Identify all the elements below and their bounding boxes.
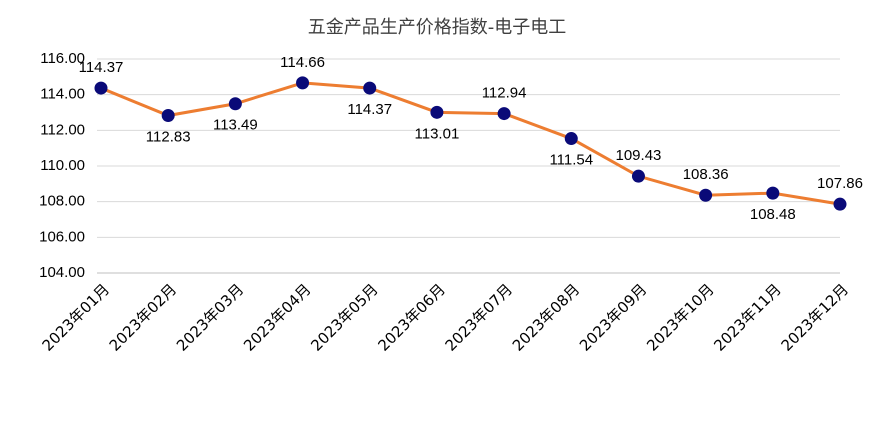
y-tick-label: 106.00 [39,228,85,245]
x-tick-label: 2023年04月 [240,280,314,354]
marker [430,105,444,119]
x-tick-label: 2023年03月 [173,280,247,354]
marker [766,186,780,200]
value-label: 109.43 [616,147,662,164]
x-tick-label: 2023年02月 [106,280,180,354]
value-label: 108.36 [683,166,729,183]
x-tick-label: 2023年06月 [374,280,448,354]
marker [631,169,645,183]
marker [228,97,242,111]
value-label: 108.48 [750,206,796,223]
x-tick-label: 2023年08月 [509,280,583,354]
value-label: 113.01 [415,125,460,142]
x-tick-label: 2023年01月 [39,280,113,354]
y-tick-label: 116.00 [40,50,85,67]
value-label: 114.37 [79,59,124,76]
y-tick-label: 112.00 [40,121,85,138]
x-tick-label: 2023年09月 [576,280,650,354]
value-label: 113.49 [213,117,258,134]
y-tick-label: 104.00 [39,264,85,281]
x-tick-label: 2023年11月 [710,280,784,354]
value-label: 114.66 [280,54,325,71]
x-tick-label: 2023年10月 [643,280,717,354]
marker [363,81,377,95]
marker [699,188,713,202]
x-tick-label: 2023年12月 [778,280,852,354]
marker [833,197,847,211]
value-label: 114.37 [347,101,392,118]
x-tick-label: 2023年05月 [307,280,381,354]
y-tick-label: 108.00 [39,193,85,210]
marker [564,132,578,146]
y-tick-label: 110.00 [40,157,85,174]
marker [296,76,310,90]
x-tick-label: 2023年07月 [442,280,516,354]
value-label: 107.86 [817,175,863,192]
value-label: 111.54 [549,152,593,169]
chart-title: 五金产品生产价格指数-电子电工 [308,17,567,38]
value-label: 112.83 [146,129,191,146]
marker [161,109,175,123]
y-tick-label: 114.00 [40,86,85,103]
value-label: 112.94 [482,85,527,102]
line [100,81,841,206]
marker [94,81,108,95]
marker [497,107,511,121]
